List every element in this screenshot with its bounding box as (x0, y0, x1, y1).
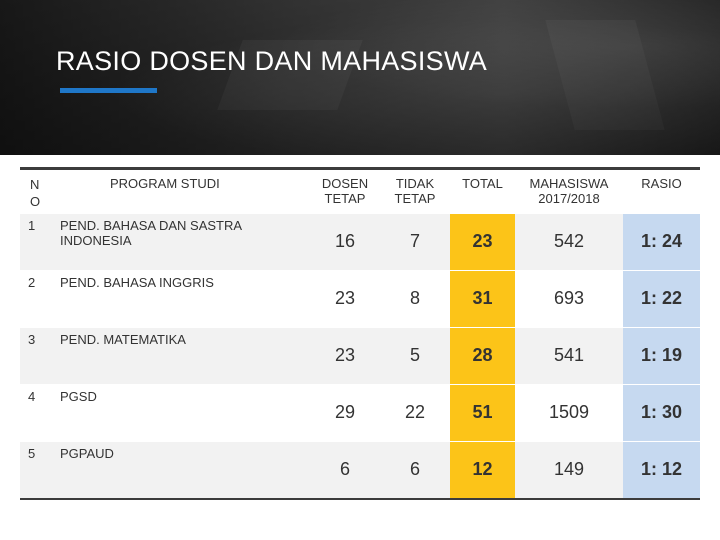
cell-mahasiswa: 541 (515, 327, 623, 385)
cell-no: 2 (20, 270, 58, 328)
cell-program: PGSD (58, 384, 310, 442)
cell-program: PEND. BAHASA INGGRIS (58, 270, 310, 328)
cell-dosen-tetap: 23 (310, 327, 380, 385)
cell-no: 5 (20, 441, 58, 500)
cell-dosen-tetap: 16 (310, 213, 380, 271)
table-header-row: N O PROGRAM STUDI DOSEN TETAP TIDAK TETA… (20, 167, 700, 214)
cell-dosen-tetap: 23 (310, 270, 380, 328)
cell-tidak-tetap: 5 (380, 327, 450, 385)
cell-total: 31 (450, 270, 515, 328)
page-title: RASIO DOSEN DAN MAHASISWA (56, 46, 488, 76)
cell-mahasiswa: 149 (515, 441, 623, 500)
cell-total: 12 (450, 441, 515, 500)
header-mahasiswa: MAHASISWA 2017/2018 (515, 167, 623, 214)
cell-tidak-tetap: 6 (380, 441, 450, 500)
cell-no: 4 (20, 384, 58, 442)
cell-tidak-tetap: 7 (380, 213, 450, 271)
banner-decoration (545, 20, 665, 130)
cell-program: PEND. MATEMATIKA (58, 327, 310, 385)
cell-no: 3 (20, 327, 58, 385)
cell-rasio: 1: 24 (623, 213, 700, 271)
header-banner-image (0, 0, 720, 155)
cell-rasio: 1: 30 (623, 384, 700, 442)
header-dosen-tetap: DOSEN TETAP (310, 167, 380, 214)
title-underline (60, 88, 157, 93)
cell-mahasiswa: 693 (515, 270, 623, 328)
cell-total: 51 (450, 384, 515, 442)
cell-dosen-tetap: 29 (310, 384, 380, 442)
cell-dosen-tetap: 6 (310, 441, 380, 500)
header-tidak-tetap: TIDAK TETAP (380, 167, 450, 214)
table-row: 5 PGPAUD 6 6 12 149 1: 12 (20, 441, 700, 500)
ratio-table: N O PROGRAM STUDI DOSEN TETAP TIDAK TETA… (20, 167, 700, 500)
cell-mahasiswa: 542 (515, 213, 623, 271)
cell-tidak-tetap: 22 (380, 384, 450, 442)
table-row: 4 PGSD 29 22 51 1509 1: 30 (20, 384, 700, 442)
cell-tidak-tetap: 8 (380, 270, 450, 328)
header-no: N O (20, 167, 58, 214)
cell-rasio: 1: 19 (623, 327, 700, 385)
cell-program: PGPAUD (58, 441, 310, 500)
header-program-studi: PROGRAM STUDI (58, 167, 310, 214)
header-total: TOTAL (450, 167, 515, 214)
table-row: 1 PEND. BAHASA DAN SASTRA INDONESIA 16 7… (20, 213, 700, 271)
cell-program: PEND. BAHASA DAN SASTRA INDONESIA (58, 213, 310, 271)
cell-rasio: 1: 22 (623, 270, 700, 328)
cell-mahasiswa: 1509 (515, 384, 623, 442)
table-row: 2 PEND. BAHASA INGGRIS 23 8 31 693 1: 22 (20, 270, 700, 328)
table-row: 3 PEND. MATEMATIKA 23 5 28 541 1: 19 (20, 327, 700, 385)
cell-no: 1 (20, 213, 58, 271)
header-rasio: RASIO (623, 167, 700, 214)
cell-total: 23 (450, 213, 515, 271)
cell-rasio: 1: 12 (623, 441, 700, 500)
cell-total: 28 (450, 327, 515, 385)
